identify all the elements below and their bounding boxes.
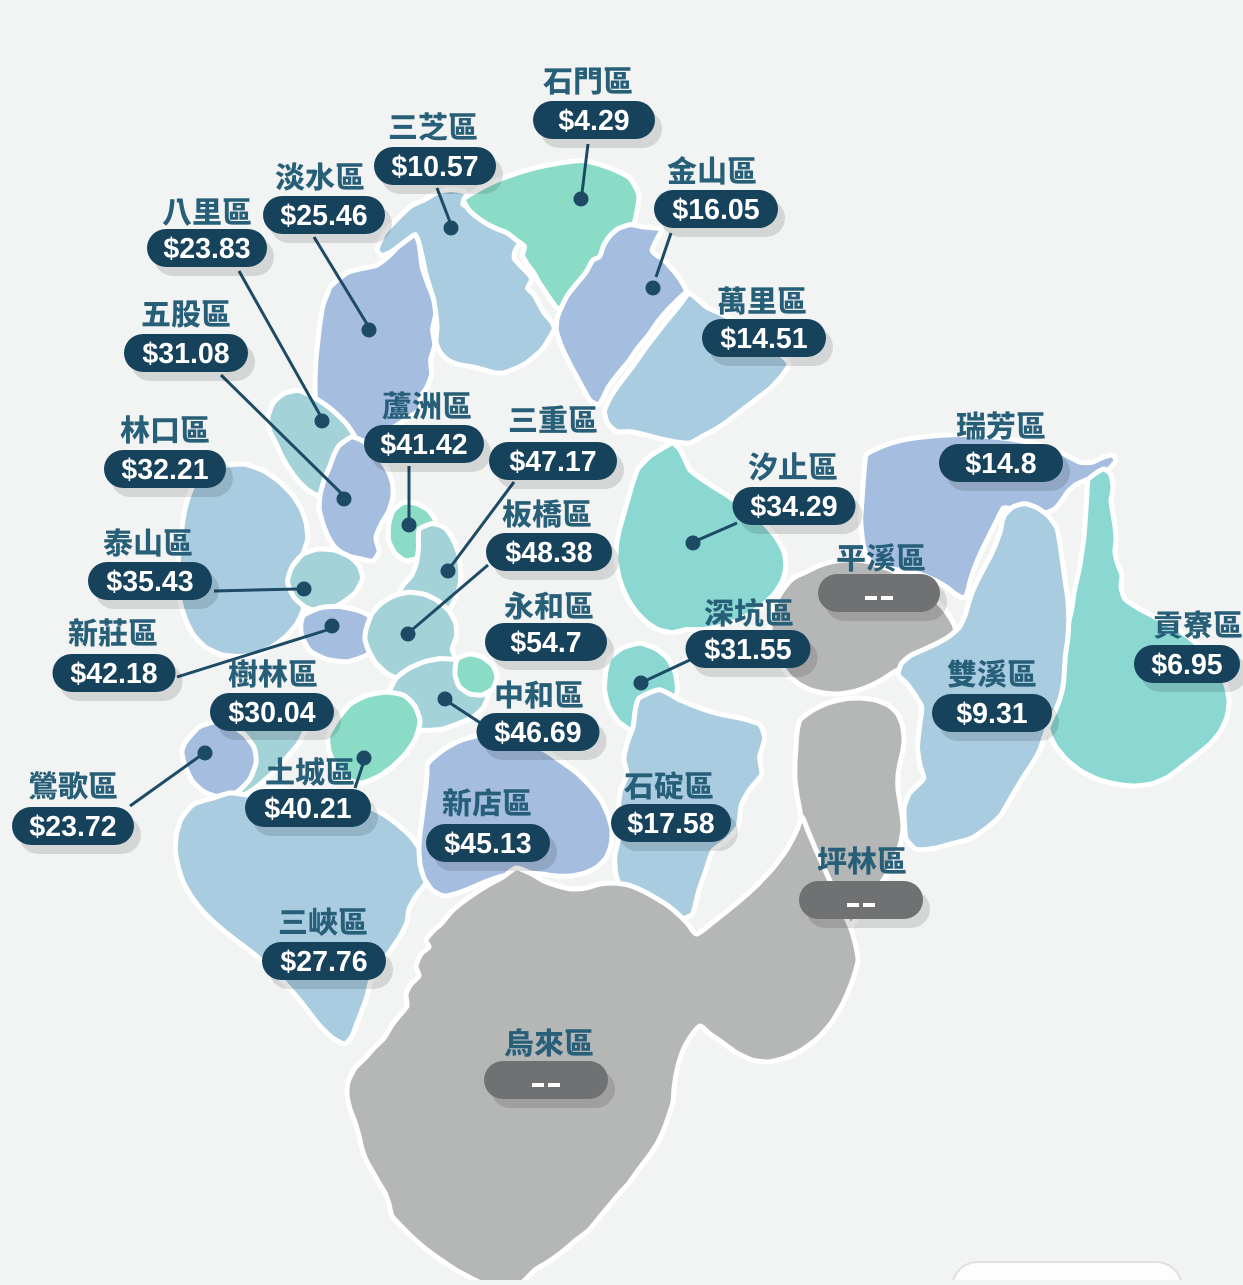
svg-text:$41.42: $41.42 (380, 429, 467, 461)
svg-text:$54.7: $54.7 (510, 627, 581, 659)
svg-text:$25.46: $25.46 (280, 200, 367, 232)
svg-text:$4.29: $4.29 (558, 105, 629, 137)
svg-text:$23.72: $23.72 (29, 811, 116, 843)
svg-text:$42.18: $42.18 (70, 658, 157, 690)
svg-text:$47.17: $47.17 (509, 446, 596, 478)
svg-text:$14.8: $14.8 (965, 448, 1036, 480)
svg-text:$40.21: $40.21 (264, 793, 351, 825)
svg-text:$27.76: $27.76 (280, 946, 367, 978)
svg-text:$46.69: $46.69 (494, 717, 581, 749)
svg-text:$31.08: $31.08 (142, 338, 229, 370)
svg-text:$23.83: $23.83 (163, 233, 250, 265)
svg-text:$17.58: $17.58 (627, 808, 714, 840)
svg-text:$32.21: $32.21 (121, 454, 208, 486)
svg-text:$6.95: $6.95 (1151, 649, 1222, 681)
svg-text:$45.13: $45.13 (444, 828, 531, 860)
svg-text:$14.51: $14.51 (720, 323, 807, 355)
svg-text:$35.43: $35.43 (106, 566, 193, 598)
svg-text:$30.04: $30.04 (228, 697, 315, 729)
svg-text:$16.05: $16.05 (672, 194, 759, 226)
svg-text:$48.38: $48.38 (505, 537, 592, 569)
svg-text:$9.31: $9.31 (956, 698, 1027, 730)
svg-text:$10.57: $10.57 (391, 151, 478, 183)
svg-text:$31.55: $31.55 (704, 634, 791, 666)
svg-text:$34.29: $34.29 (750, 491, 837, 523)
